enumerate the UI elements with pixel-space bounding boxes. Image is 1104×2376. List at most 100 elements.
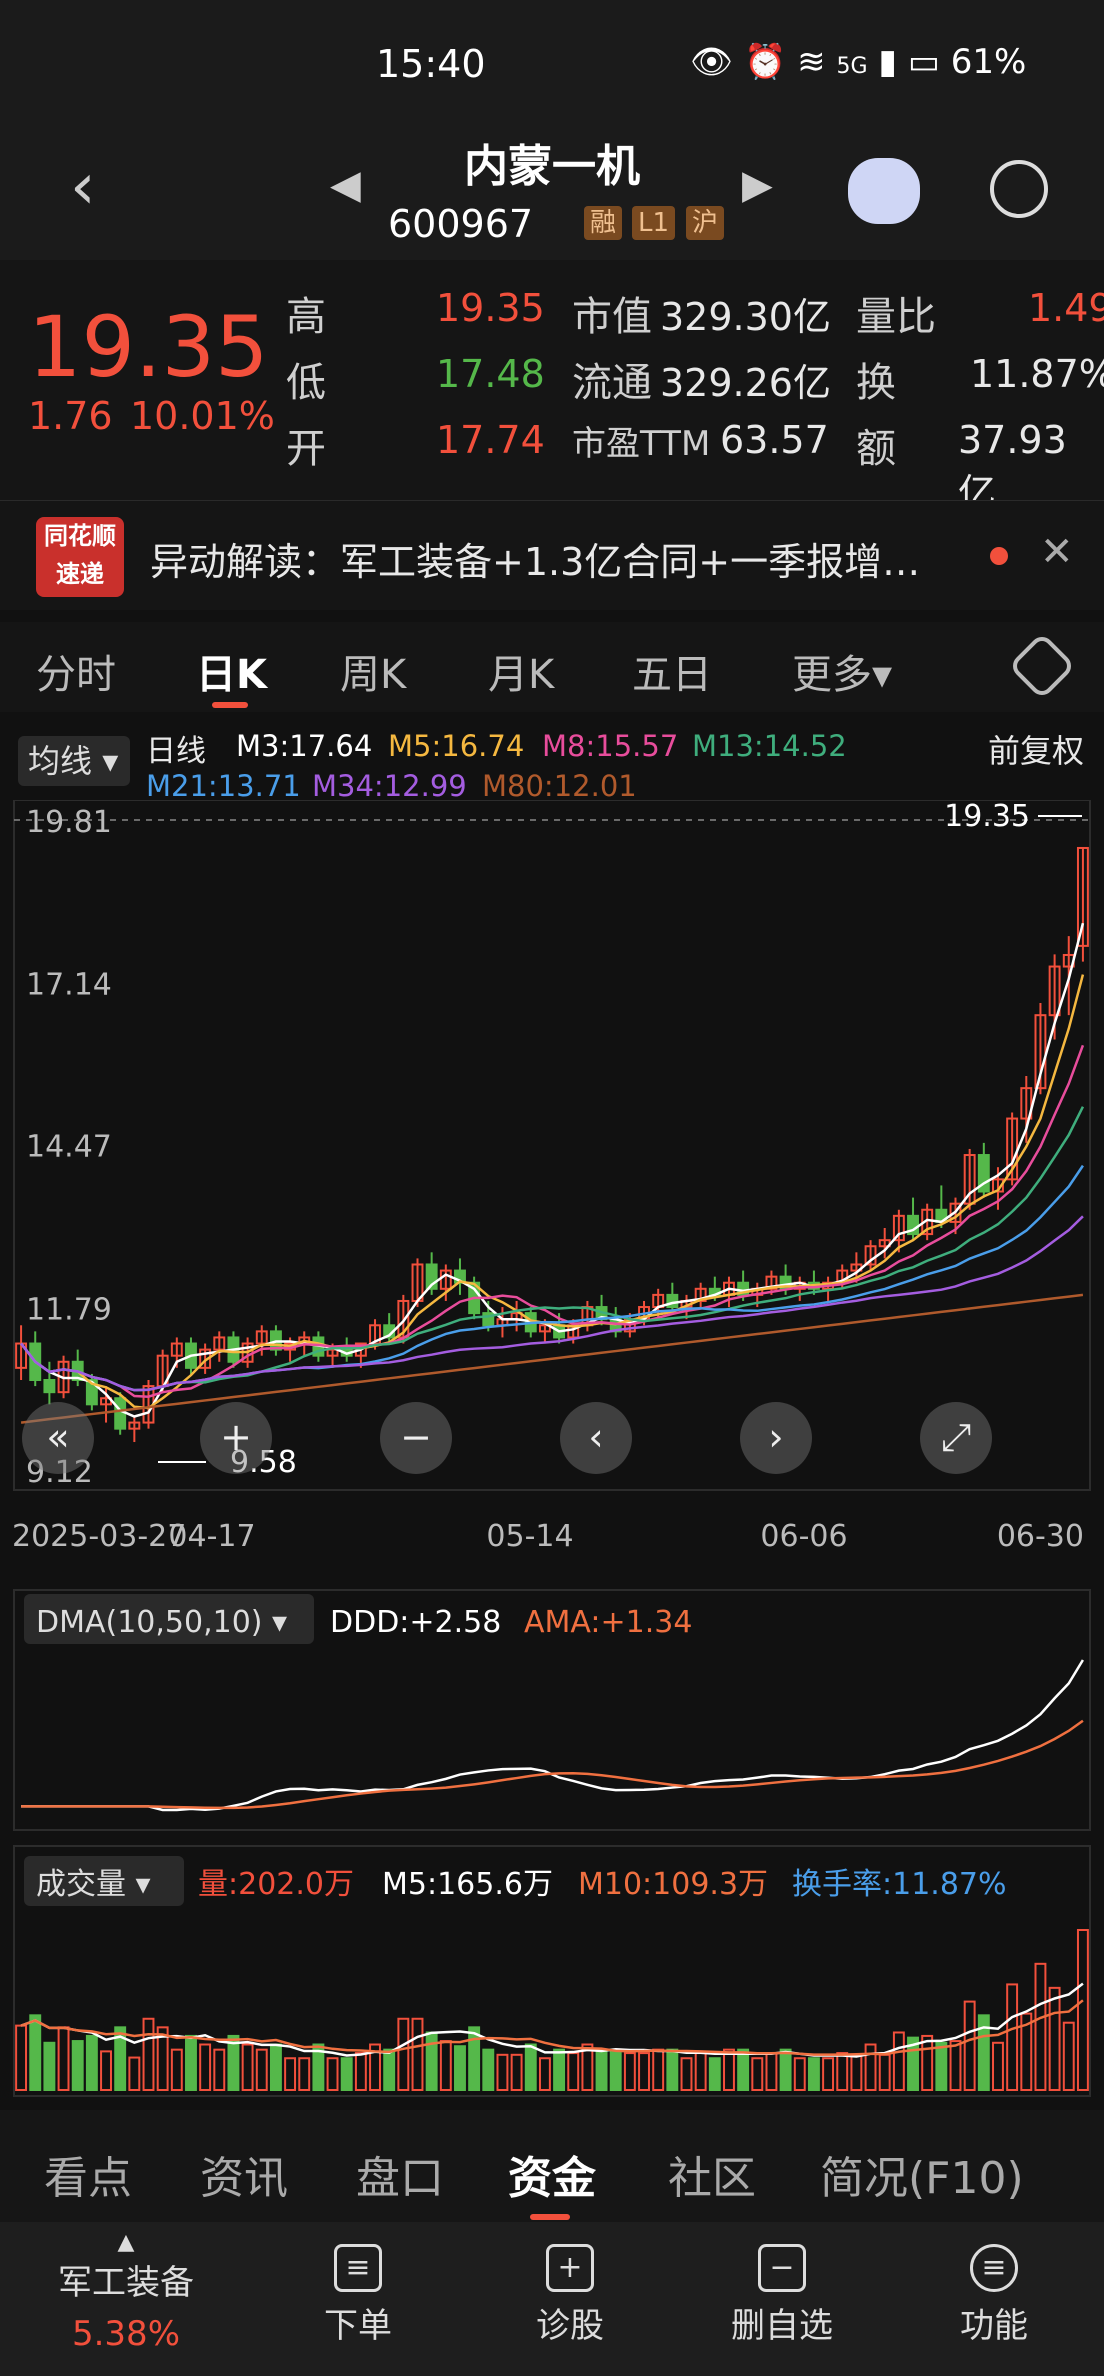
low-value: 17.48 bbox=[436, 352, 545, 396]
prev-stock-button[interactable]: ◀ bbox=[330, 162, 361, 208]
volume-bar bbox=[468, 2026, 481, 2092]
tab-daily-k[interactable]: 日K bbox=[196, 652, 267, 698]
min-price-label: 9.58 bbox=[230, 1445, 297, 1480]
volume-bar bbox=[793, 2057, 806, 2092]
volume-bar bbox=[100, 2050, 112, 2092]
volume-bar bbox=[85, 2034, 98, 2091]
candle-body bbox=[737, 1281, 750, 1296]
back-button[interactable]: ‹ bbox=[70, 150, 96, 224]
candle-body bbox=[369, 1324, 381, 1345]
volume-selector[interactable] bbox=[24, 1856, 184, 1906]
volume-bar bbox=[694, 2052, 707, 2091]
volume-bar bbox=[907, 2036, 919, 2092]
volume-bar bbox=[142, 2017, 155, 2092]
volume-bar bbox=[822, 2057, 835, 2092]
remove-watchlist-button[interactable]: − 删自选 bbox=[692, 2222, 872, 2376]
volume-bar bbox=[595, 2048, 608, 2091]
volume-bar bbox=[581, 2043, 594, 2092]
tab-news[interactable]: 资讯 bbox=[200, 2153, 288, 2204]
close-icon[interactable]: ✕ bbox=[1040, 529, 1074, 575]
volume-ma-line bbox=[20, 1982, 1084, 2058]
tab-indicator bbox=[212, 702, 248, 708]
step-right-button[interactable] bbox=[740, 1402, 812, 1474]
volume-bar bbox=[963, 2000, 976, 2092]
status-icons: 👁 ⏰ ≋ 5G ▮ ▭ 61% bbox=[690, 42, 1026, 82]
minus-box-icon: − bbox=[758, 2244, 806, 2292]
volume-bar bbox=[779, 2048, 792, 2091]
volume-bar bbox=[1034, 1962, 1047, 2091]
fullscreen-button[interactable] bbox=[920, 1402, 992, 1474]
volume-bar bbox=[567, 2052, 580, 2091]
tab-intraday[interactable]: 分时 bbox=[36, 652, 116, 698]
volume-bar bbox=[326, 2057, 339, 2092]
diagnose-button[interactable]: + 诊股 bbox=[480, 2222, 660, 2376]
dma-frame bbox=[13, 1589, 1091, 1831]
tab-funds[interactable]: 资金 bbox=[508, 2153, 596, 2204]
volume-bar bbox=[723, 2048, 735, 2091]
x-tick-label: 04-17 bbox=[168, 1519, 255, 1554]
ma-legend-item: M21:13.71 bbox=[146, 769, 301, 803]
function-button[interactable]: ≡ 功能 bbox=[904, 2222, 1084, 2376]
status-time: 15:40 bbox=[376, 42, 486, 86]
sector-button[interactable]: ▲ 军工装备 5.38% bbox=[36, 2222, 216, 2376]
pe-value: 63.57 bbox=[720, 418, 829, 462]
candle-body bbox=[114, 1397, 127, 1430]
step-left-button[interactable] bbox=[560, 1402, 632, 1474]
volume-bar bbox=[71, 2040, 84, 2092]
candle-body bbox=[170, 1342, 183, 1357]
bottom-tabs: 看点 资讯 盘口 资金 社区 简况(F10) bbox=[0, 2110, 1104, 2222]
tab-monthly-k[interactable]: 月K bbox=[488, 652, 555, 698]
stock-code: 600967 bbox=[388, 202, 534, 246]
tab-community[interactable]: 社区 bbox=[668, 2153, 756, 2204]
volume-bar bbox=[949, 2040, 962, 2092]
robot-assistant-icon[interactable] bbox=[848, 158, 920, 224]
settings-icon[interactable] bbox=[1008, 632, 1076, 700]
y-tick-label: 9.12 bbox=[26, 1455, 93, 1490]
volume-bar bbox=[638, 2052, 650, 2091]
volume-frame bbox=[13, 1845, 1091, 2097]
volume-bar bbox=[57, 2026, 70, 2092]
stock-header: ‹ ◀ 内蒙一机 600967 融 L1 沪 ▶ bbox=[0, 120, 1104, 260]
sector-pct: 5.38% bbox=[71, 2314, 180, 2354]
volume-bar bbox=[397, 2017, 410, 2092]
tab-f10[interactable]: 简况(F10) bbox=[820, 2153, 1024, 2204]
volume-bar bbox=[411, 2017, 424, 2092]
candle-body bbox=[43, 1379, 56, 1394]
volume-bar bbox=[864, 2043, 877, 2092]
shift-left-button[interactable] bbox=[22, 1402, 94, 1474]
adjust-label[interactable]: 前复权 bbox=[988, 732, 1085, 770]
ma-selector[interactable]: 均线 ▾ bbox=[18, 736, 130, 786]
alarm-icon: ⏰ bbox=[743, 42, 787, 82]
search-icon[interactable] bbox=[990, 160, 1048, 218]
candle-body bbox=[425, 1263, 438, 1290]
zoom-in-button[interactable] bbox=[200, 1402, 272, 1474]
dma-selector[interactable] bbox=[24, 1594, 314, 1644]
step-left-icon: ‹ bbox=[588, 1415, 603, 1459]
turnover-label: 换 bbox=[856, 360, 896, 406]
ma-legend-item: M5:16.74 bbox=[388, 729, 525, 763]
kline-tabs: 分时 日K 周K 月K 五日 更多▾ bbox=[0, 622, 1104, 712]
triangle-up-icon: ▲ bbox=[117, 2230, 135, 2255]
zoom-out-button[interactable] bbox=[380, 1402, 452, 1474]
tab-highlights[interactable]: 看点 bbox=[44, 2153, 132, 2204]
open-value: 17.74 bbox=[436, 418, 545, 462]
tab-orderbook[interactable]: 盘口 bbox=[356, 2153, 444, 2204]
volume-bar bbox=[454, 2045, 466, 2091]
btab-indicator bbox=[530, 2214, 570, 2220]
news-ticker[interactable]: 同花顺 速递 异动解读：军工装备+1.3亿合同+一季报增… ✕ bbox=[0, 500, 1104, 610]
order-button[interactable]: ≡ 下单 bbox=[268, 2222, 448, 2376]
next-stock-button[interactable]: ▶ bbox=[742, 162, 773, 208]
volume-label: 量:202.0万 bbox=[198, 1867, 354, 1902]
tab-weekly-k[interactable]: 周K bbox=[340, 652, 407, 698]
volume-bar bbox=[765, 2052, 778, 2091]
news-text[interactable]: 异动解读：军工装备+1.3亿合同+一季报增… bbox=[150, 540, 921, 584]
amount-label: 额 bbox=[856, 426, 896, 472]
kline-chart[interactable]: 19.81 17.14 14.47 11.79 9.12 19.35 9.58 « + − ‹ › ⤢ 2… bbox=[0, 800, 1104, 2100]
volume-bar bbox=[623, 2052, 636, 2091]
status-bar: 15:40 👁 ⏰ ≋ 5G ▮ ▭ 61% bbox=[0, 0, 1104, 120]
ma-legend-item: M13:14.52 bbox=[692, 729, 847, 763]
tab-more[interactable]: 更多▾ bbox=[792, 652, 893, 698]
y-tick-label: 14.47 bbox=[26, 1130, 112, 1165]
step-right-icon: › bbox=[768, 1415, 783, 1459]
tab-five-day[interactable]: 五日 bbox=[632, 652, 712, 698]
